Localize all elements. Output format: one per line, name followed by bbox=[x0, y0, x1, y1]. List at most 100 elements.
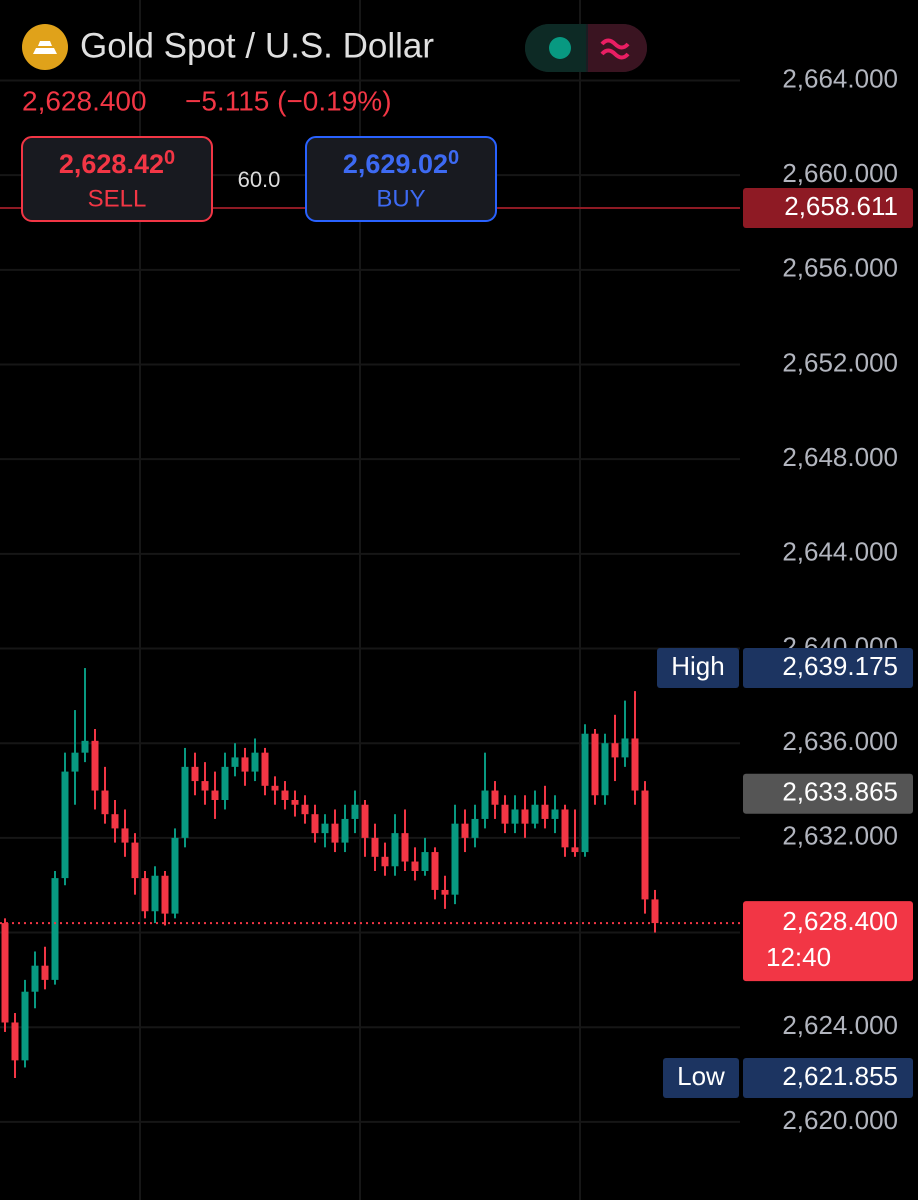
status-dot bbox=[549, 37, 571, 59]
candle-body bbox=[391, 833, 399, 867]
y-tick-label: 2,632.000 bbox=[782, 821, 898, 851]
sell-button[interactable] bbox=[21, 136, 213, 222]
previous-price-value: 2,633.865 bbox=[782, 777, 898, 807]
candle-body bbox=[461, 823, 469, 838]
symbol-icon-bars bbox=[33, 41, 57, 54]
candle-body bbox=[551, 809, 559, 819]
candle-body bbox=[331, 823, 339, 843]
price-labels: 2,620.0002,624.0002,628.0002,632.0002,63… bbox=[657, 63, 913, 1135]
candle-body bbox=[411, 861, 419, 872]
candle-body bbox=[221, 766, 229, 800]
sell-price-main: 2,628.42 bbox=[59, 149, 164, 179]
sell-price: 2,628.420 bbox=[59, 147, 175, 179]
candle-body bbox=[451, 823, 459, 895]
candle-body bbox=[201, 781, 209, 791]
high-price-box bbox=[743, 648, 913, 689]
header: Gold Spot / U.S. Dollar 2,628.400 −5.115… bbox=[22, 24, 647, 116]
candle-body bbox=[151, 875, 159, 912]
high-price-tag bbox=[657, 648, 739, 689]
buy-button[interactable] bbox=[305, 136, 497, 222]
y-tick-label: 2,652.000 bbox=[782, 347, 898, 377]
candle-body bbox=[91, 740, 99, 791]
buy-pip: 0 bbox=[448, 147, 459, 169]
candle-body bbox=[1, 923, 9, 1023]
spread: 60.0 bbox=[238, 167, 281, 192]
candle-body bbox=[471, 818, 479, 838]
symbol-icon bbox=[22, 24, 68, 70]
change: −5.115 (−0.19%) bbox=[185, 85, 392, 116]
candle-body bbox=[121, 828, 129, 843]
high-price-value: 2,639.175 bbox=[782, 651, 898, 681]
candle-body bbox=[401, 833, 409, 862]
previous-price-box bbox=[743, 773, 913, 814]
candle-body bbox=[31, 965, 39, 992]
candle-body bbox=[71, 752, 79, 772]
candle-body bbox=[501, 804, 509, 824]
candle-body bbox=[541, 804, 549, 819]
buy-price-main: 2,629.02 bbox=[343, 149, 448, 179]
candle-body bbox=[271, 785, 279, 791]
y-tick-label: 2,664.000 bbox=[782, 63, 898, 93]
candle-body bbox=[281, 790, 289, 800]
candle-body bbox=[111, 814, 119, 829]
candle-body bbox=[301, 804, 309, 815]
title: Gold Spot / U.S. Dollar bbox=[80, 26, 434, 65]
candle-body bbox=[361, 804, 369, 838]
candle-body bbox=[521, 809, 529, 824]
candle-body bbox=[191, 766, 199, 782]
alert-price-value: 2,658.611 bbox=[784, 191, 898, 221]
candle-body bbox=[51, 878, 59, 980]
candle-body bbox=[141, 878, 149, 912]
y-tick-label: 2,636.000 bbox=[782, 726, 898, 756]
low-price-value: 2,621.855 bbox=[782, 1061, 898, 1091]
alert-price-box bbox=[743, 188, 913, 229]
candle-body bbox=[81, 740, 89, 753]
candle-body bbox=[251, 752, 259, 772]
y-tick-label: 2,620.000 bbox=[782, 1105, 898, 1135]
sell-label: SELL bbox=[88, 185, 147, 212]
candle-body bbox=[571, 847, 579, 853]
y-tick-label: 2,660.000 bbox=[782, 158, 898, 188]
candle-body bbox=[651, 899, 659, 924]
candle-body bbox=[431, 852, 439, 890]
candle-body bbox=[531, 804, 539, 824]
buy-label: BUY bbox=[376, 185, 425, 212]
candle-body bbox=[351, 804, 359, 819]
candle-body bbox=[321, 823, 329, 834]
candle-body bbox=[631, 738, 639, 791]
last-price-value: 2,628.400 bbox=[782, 906, 898, 936]
y-tick-label: 2,648.000 bbox=[782, 442, 898, 472]
candle-body bbox=[261, 752, 269, 786]
grid bbox=[0, 0, 740, 1200]
trade-panel: 2,628.420 SELL 60.0 2,629.020 BUY bbox=[21, 136, 497, 222]
plot bbox=[0, 207, 740, 1078]
candle-body bbox=[231, 757, 239, 767]
candle-body bbox=[491, 790, 499, 805]
candle-body bbox=[161, 875, 169, 914]
candle-body bbox=[591, 733, 599, 796]
candle-body bbox=[181, 766, 189, 838]
candle-body bbox=[311, 814, 319, 834]
candle-body bbox=[601, 743, 609, 796]
candle-body bbox=[41, 965, 49, 980]
candle-body bbox=[371, 837, 379, 857]
y-tick-label: 2,644.000 bbox=[782, 537, 898, 567]
candle-body bbox=[381, 856, 389, 867]
last-price-time: 12:40 bbox=[766, 942, 831, 972]
candle-body bbox=[561, 809, 569, 848]
candle-body bbox=[581, 733, 589, 853]
buy-price: 2,629.020 bbox=[343, 147, 459, 179]
candle-body bbox=[171, 837, 179, 914]
y-tick-label: 2,624.000 bbox=[782, 1010, 898, 1040]
candle-body bbox=[611, 743, 619, 758]
high-price-name: High bbox=[671, 651, 724, 681]
candle-body bbox=[131, 842, 139, 879]
last-price: 2,628.400 bbox=[22, 85, 147, 116]
candle-body bbox=[291, 800, 299, 805]
candle-body bbox=[621, 738, 629, 758]
low-price-box bbox=[743, 1057, 913, 1098]
candle-body bbox=[11, 1022, 19, 1061]
wave-icon bbox=[600, 38, 630, 60]
sell-pip: 0 bbox=[164, 147, 175, 169]
candle-body bbox=[241, 757, 249, 772]
